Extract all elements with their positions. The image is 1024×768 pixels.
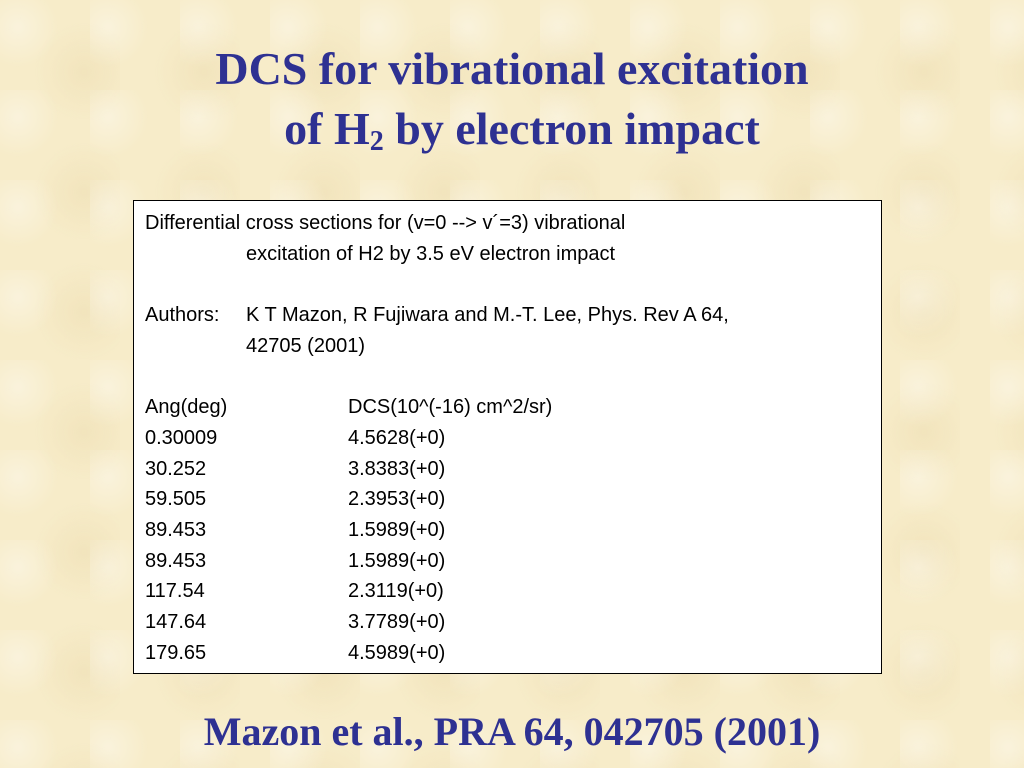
- table-cell: 1.5989(+0): [348, 549, 446, 572]
- description-line: excitation of H2 by 3.5 eV electron impa…: [246, 242, 616, 265]
- title-line: of H2 by electron impact: [0, 102, 1024, 158]
- table-cell: 4.5989(+0): [348, 641, 446, 664]
- table-cell: 0.30009: [145, 426, 218, 449]
- data-box: Differential cross sections for (v=0 -->…: [133, 200, 882, 674]
- table-cell: 30.252: [145, 457, 207, 480]
- table-cell: 3.8383(+0): [348, 457, 446, 480]
- title-line: DCS for vibrational excitation: [215, 43, 809, 94]
- authors-label: Authors:: [145, 304, 220, 327]
- table-cell: 2.3119(+0): [348, 580, 444, 603]
- title-text: of H: [284, 103, 370, 154]
- table-cell: 1.5989(+0): [348, 519, 446, 541]
- table-cell: 147.64: [145, 611, 207, 634]
- description-line: Differential cross sections for (v=0 -->…: [145, 212, 626, 234]
- table-header: Ang(deg): [145, 396, 228, 419]
- table-cell: 3.7789(+0): [348, 611, 446, 634]
- table-cell: 89.453: [145, 519, 207, 541]
- authors-line: K T Mazon, R Fujiwara and M.-T. Lee, Phy…: [246, 304, 729, 327]
- table-cell: 4.5628(+0): [348, 426, 446, 449]
- table-cell: 59.505: [145, 488, 207, 511]
- authors-line: 42705 (2001): [246, 334, 365, 357]
- table-cell: 117.54: [145, 580, 205, 603]
- table-header: DCS(10^(-16) cm^2/sr): [348, 396, 553, 419]
- citation: Mazon et al., PRA 64, 042705 (2001): [203, 709, 821, 754]
- table-cell: 2.3953(+0): [348, 488, 446, 511]
- title-text: by electron impact: [395, 103, 760, 154]
- table-cell: 89.453: [145, 549, 207, 572]
- table-cell: 179.65: [145, 641, 207, 664]
- title-subscript: 2: [369, 126, 384, 157]
